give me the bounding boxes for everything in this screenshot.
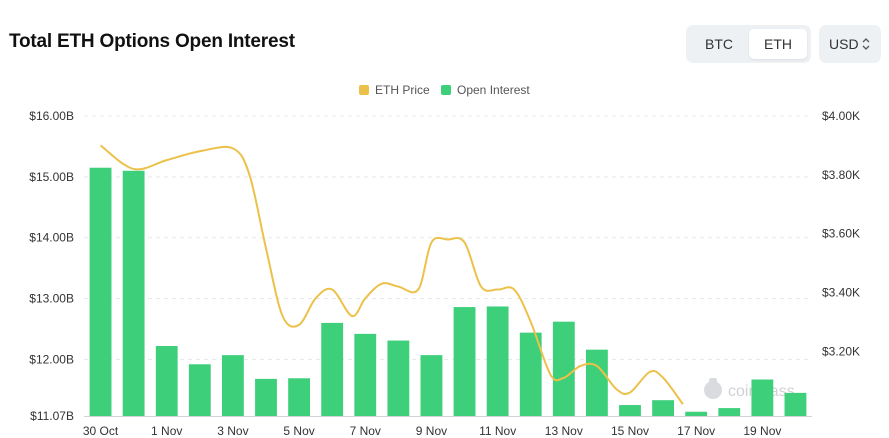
x-tick-label: 13 Nov [545,424,583,438]
open-interest-bar[interactable] [718,408,741,416]
eth-price-series-line[interactable] [99,144,684,405]
y-left-tick-label: $13.00B [29,292,74,306]
eth-price-line [99,144,684,405]
coinglass-watermark: coinglass [704,378,795,400]
open-interest-bar[interactable] [155,346,178,416]
eth-toggle-button[interactable]: ETH [749,29,807,59]
y-right-tick-label: $4.00K [822,109,860,123]
open-interest-bar[interactable] [122,170,145,416]
open-interest-bar[interactable] [221,355,244,416]
legend-item-open-interest[interactable]: Open Interest [441,82,530,98]
y-right-tick-label: $3.40K [822,285,860,299]
open-interest-bar[interactable] [619,405,641,416]
x-tick-label: 9 Nov [416,424,447,438]
legend-label-eth-price: ETH Price [375,83,430,97]
open-interest-bar[interactable] [652,400,675,416]
y-left-tick-label: $14.00B [29,231,74,245]
y-left-tick-label: $11.07B [30,409,74,423]
open-interest-bar[interactable] [188,364,211,416]
open-interest-bar[interactable] [420,355,443,416]
open-interest-bar[interactable] [89,167,112,416]
legend-item-eth-price[interactable]: ETH Price [359,82,430,98]
chevron-up-down-icon [862,38,870,50]
y-left-tick-label: $16.00B [29,109,74,123]
open-interest-bar[interactable] [751,379,774,416]
x-tick-label: 5 Nov [283,424,314,438]
open-interest-bars [89,167,807,416]
y-left-tick-label: $12.00B [29,352,74,366]
y-axis-left: $11.07B $12.00B $13.00B $14.00B $15.00B $16.0… [29,109,74,423]
y-right-tick-label: $3.60K [822,227,860,241]
open-interest-bar[interactable] [519,332,542,416]
open-interest-bar[interactable] [552,321,575,416]
currency-select[interactable]: USD [819,25,881,63]
open-interest-bar[interactable] [486,306,509,416]
page-title: Total ETH Options Open Interest [9,31,295,52]
open-interest-bar[interactable] [453,307,476,416]
open-interest-bar[interactable] [784,392,807,416]
open-interest-bar[interactable] [354,333,377,416]
x-tick-label: 15 Nov [611,424,649,438]
chart-grid [84,115,812,417]
btc-toggle-button[interactable]: BTC [705,36,733,52]
x-tick-label: 1 Nov [151,424,182,438]
open-interest-bar[interactable] [255,378,277,416]
x-tick-label: 30 Oct [83,424,119,438]
legend-swatch-open-interest [441,85,451,95]
y-left-tick-label: $15.00B [29,170,74,184]
x-tick-label: 3 Nov [217,424,248,438]
y-right-tick-label: $3.80K [822,168,860,182]
y-right-tick-label: $3.20K [822,344,860,358]
open-interest-bar[interactable] [585,349,608,416]
x-axis: 30 Oct 1 Nov 3 Nov 5 Nov 7 Nov 9 Nov 11 Nov 13 … [83,424,782,438]
y-axis-right: $3.20K $3.40K $3.60K $3.80K $4.00K [822,109,860,358]
x-tick-label: 7 Nov [350,424,381,438]
chart-legend: ETH Price Open Interest [0,82,889,98]
currency-select-value: USD [829,36,859,52]
legend-swatch-eth-price [359,85,369,95]
open-interest-bar[interactable] [685,411,708,416]
coinglass-logo-icon [704,378,722,399]
x-tick-label: 19 Nov [743,424,781,438]
open-interest-bar[interactable] [321,322,344,416]
open-interest-bar[interactable] [288,378,311,416]
legend-label-open-interest: Open Interest [457,83,530,97]
x-tick-label: 11 Nov [479,424,516,438]
open-interest-bar[interactable] [387,340,410,416]
x-tick-label: 17 Nov [677,424,715,438]
asset-toggle: BTC ETH [686,25,811,63]
